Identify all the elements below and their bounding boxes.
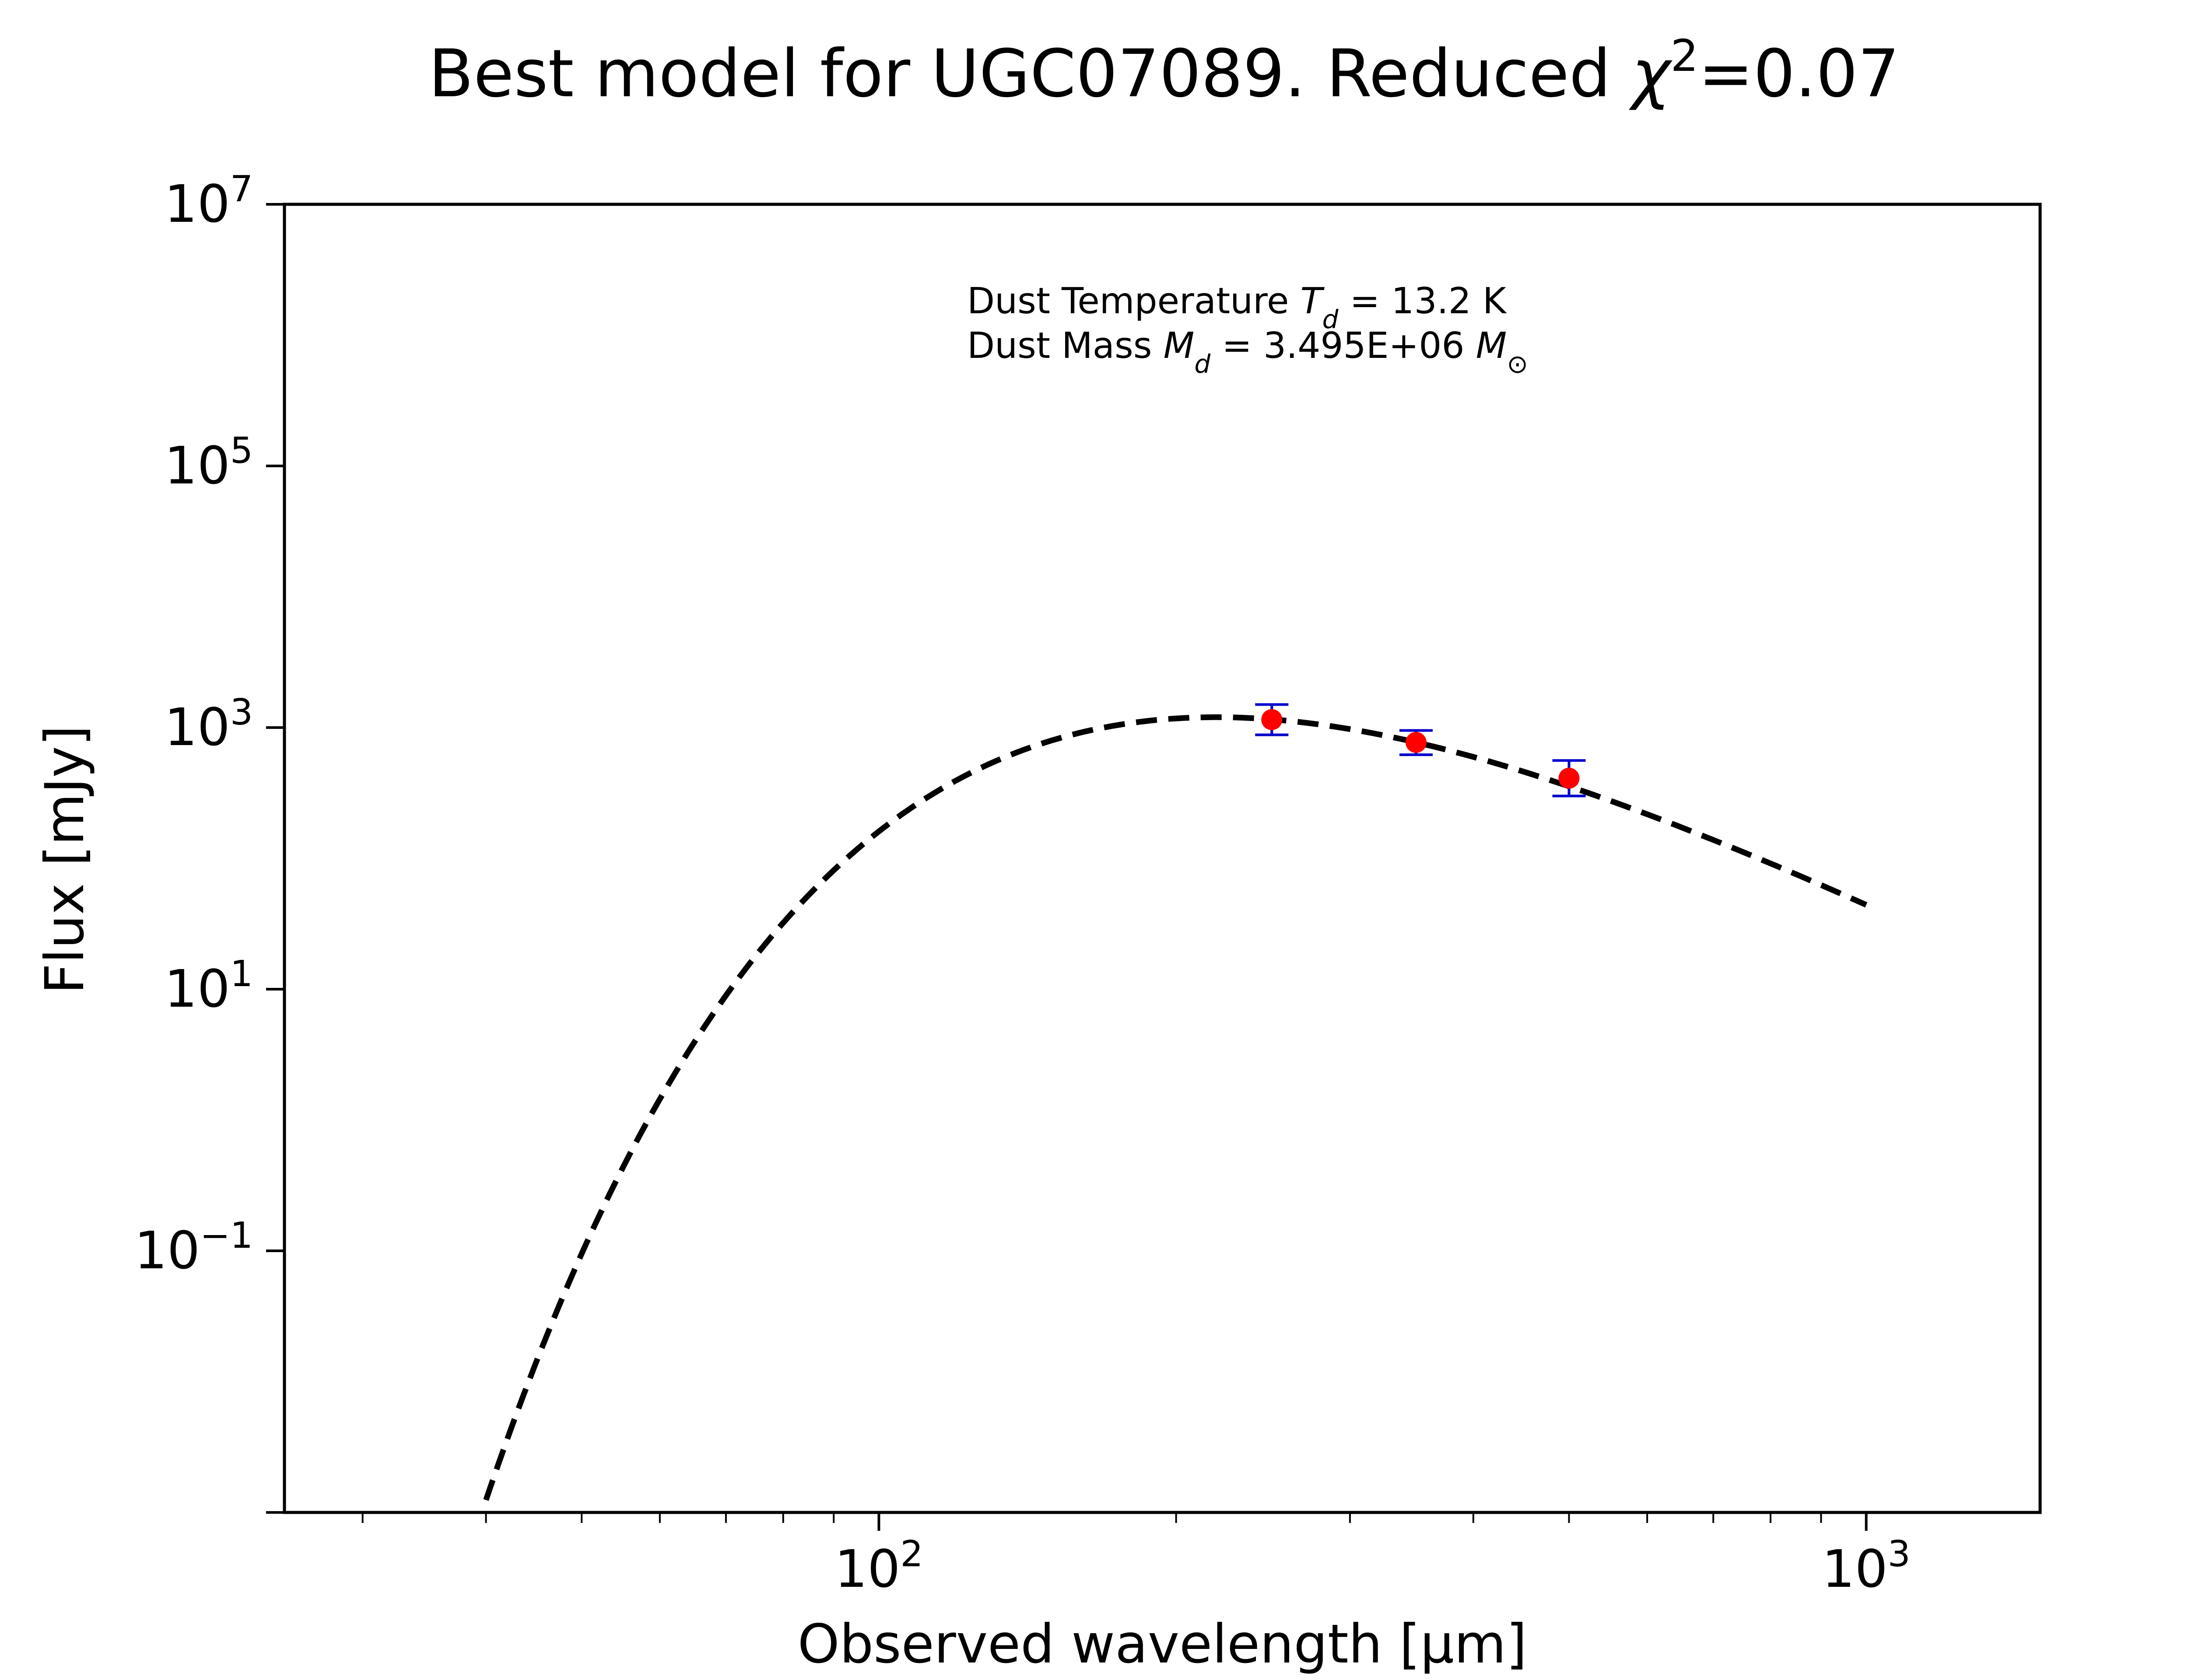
dust-mass-annotation: Dust Mass Md = 3.495E+06 M⊙: [967, 325, 1528, 379]
y-tick-label: 105: [165, 430, 253, 496]
annot-mass-sub: d: [1194, 349, 1211, 379]
annot-mass-prefix: Dust Mass: [967, 325, 1164, 367]
y-tick-label-base: 10: [134, 1220, 200, 1281]
model-layer: [483, 714, 1868, 1501]
annot-temp-prefix: Dust Temperature: [967, 280, 1301, 322]
x-tick-label-exp: 2: [900, 1533, 923, 1575]
observations-layer: [1255, 703, 1586, 798]
dust-temperature-annotation: Dust Temperature Td = 13.2 K: [967, 280, 1507, 334]
y-tick-label-exp: −1: [200, 1215, 253, 1256]
chart-title-sup: 2: [1671, 30, 1699, 81]
data-point: [1405, 732, 1427, 753]
plot-area: [283, 203, 2042, 1514]
chart-title-prefix: Best model for UGC07089. Reduced: [428, 36, 1632, 112]
annot-temp-symbol: T: [1301, 280, 1325, 322]
x-tick-label-base: 10: [1822, 1539, 1888, 1599]
y-tick-label-base: 10: [165, 435, 230, 496]
chart-title-chi: χ: [1629, 36, 1673, 112]
annot-mass-mid: = 3.495E+06: [1210, 325, 1476, 367]
annot-mass-symbol: M: [1164, 325, 1195, 367]
y-axis-label: Flux [mJy]: [34, 725, 96, 994]
x-axis-label: Observed wavelength [μm]: [798, 1613, 1527, 1675]
y-tick-label: 101: [165, 953, 253, 1019]
y-tick-label: 103: [165, 692, 253, 758]
x-tick-label: 102: [835, 1533, 923, 1600]
annot-mass-unit-sub: ⊙: [1507, 349, 1528, 379]
data-point: [1558, 767, 1580, 789]
x-tick-label-base: 10: [835, 1539, 900, 1599]
model-curve: [483, 714, 1868, 1501]
y-tick-label-exp: 5: [230, 430, 253, 472]
x-tick-label-exp: 3: [1888, 1533, 1911, 1575]
x-axis-ticks: 102 103: [361, 1512, 1911, 1600]
chart-title: Best model for UGC07089. Reduced χ2=0.07: [428, 30, 1900, 112]
chart-title-suffix: =0.07: [1698, 36, 1900, 112]
annot-mass-unit: M: [1476, 325, 1507, 367]
annot-temp-suffix: = 13.2 K: [1338, 280, 1507, 322]
y-tick-label-exp: 7: [230, 168, 253, 210]
y-tick-label-base: 10: [165, 959, 230, 1019]
data-point: [1261, 709, 1283, 730]
y-tick-label: 107: [165, 168, 253, 234]
y-tick-label-exp: 1: [230, 953, 253, 995]
y-tick-label-base: 10: [165, 174, 230, 234]
annot-temp-sub: d: [1322, 304, 1339, 334]
y-tick-label-exp: 3: [230, 692, 253, 733]
y-tick-label: 10−1: [134, 1215, 253, 1281]
x-tick-label: 103: [1822, 1533, 1911, 1600]
y-tick-label-base: 10: [165, 697, 230, 757]
